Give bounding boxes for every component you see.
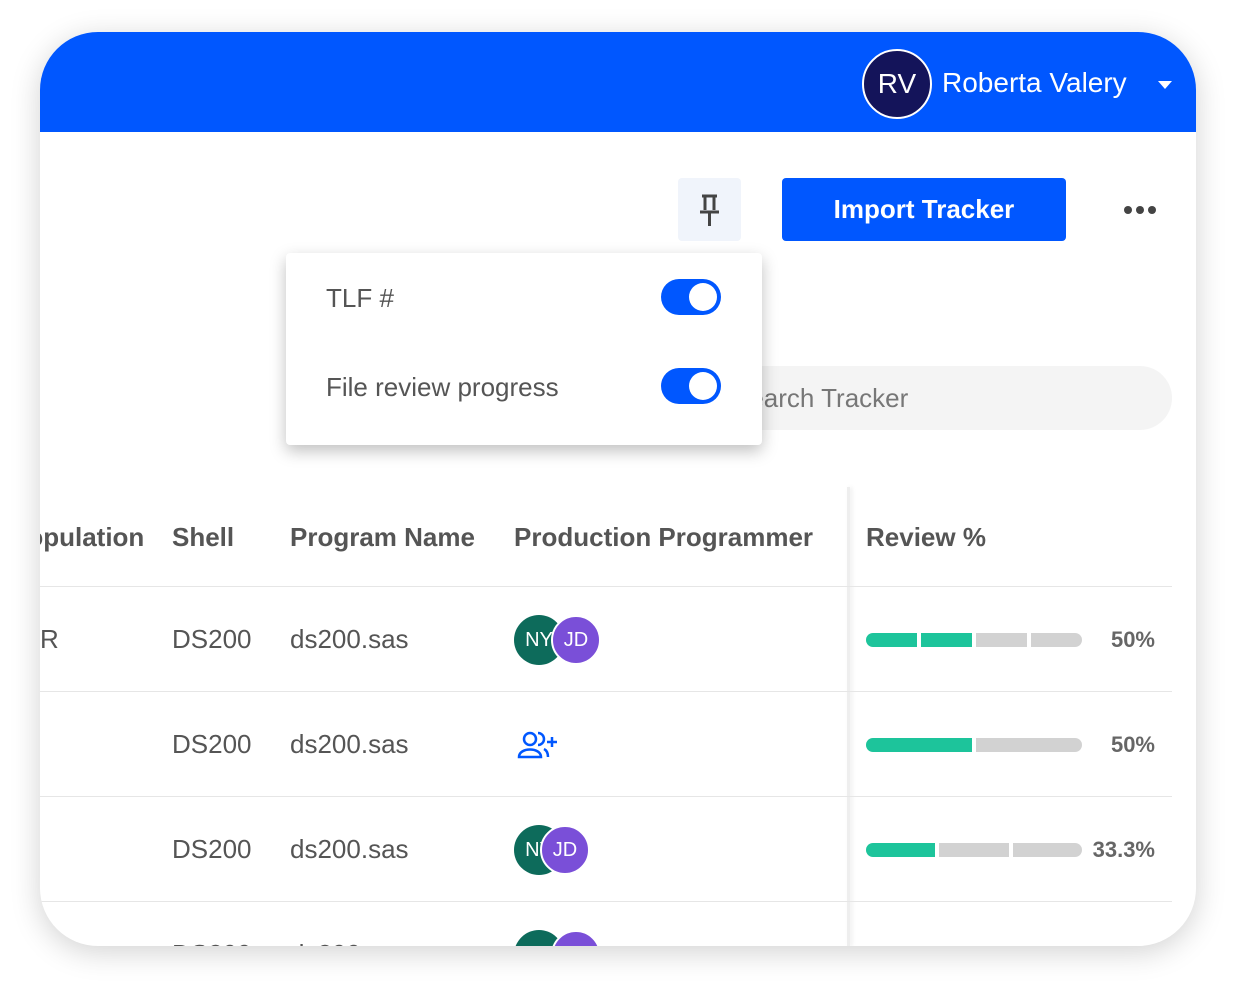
cell: DS200 (172, 834, 252, 864)
cell: ds200.sas (290, 624, 409, 654)
progress-segment (866, 738, 972, 752)
progress-segment (1012, 843, 1082, 857)
cell: R (40, 624, 59, 654)
user-name[interactable]: Roberta Valery (942, 67, 1127, 98)
progress-segment (1031, 633, 1082, 647)
progress-segment (866, 843, 936, 857)
dropdown-caret[interactable] (1158, 81, 1172, 90)
cell: DS200 (172, 729, 252, 759)
app-window: RV Roberta Valery Import Tracker Search … (40, 32, 1196, 946)
review-percent: 33.3% (1092, 837, 1155, 862)
cell: DS200 (172, 939, 252, 946)
column-header: Shell (172, 522, 235, 552)
progress-segment (921, 633, 972, 647)
menu-option: File review progress (326, 372, 559, 402)
row-separator (40, 901, 1172, 902)
programmer-avatar[interactable]: JD (551, 615, 601, 665)
column-header: Program Name (290, 522, 475, 552)
add-user-icon (517, 731, 557, 759)
top-bar: RV Roberta Valery (40, 32, 1196, 132)
progress-segment (976, 633, 1027, 647)
column-header: Production Programmer (514, 522, 814, 552)
progress-segment (866, 633, 917, 647)
column-header: Population (40, 522, 145, 552)
import-button[interactable]: Import Tracker (782, 178, 1066, 241)
programmer-avatar[interactable]: JD (540, 825, 590, 875)
progress-segment (976, 738, 1082, 752)
column-menu: TLF # File review progress (286, 253, 762, 445)
row-separator (40, 796, 1172, 797)
toggle[interactable] (661, 279, 721, 315)
row-separator (40, 586, 1172, 587)
review-percent: 50% (1110, 627, 1155, 652)
pin-button[interactable] (678, 178, 741, 241)
user-avatar[interactable]: RV (862, 49, 932, 119)
cell: ds200.sas (290, 729, 409, 759)
column-divider (847, 487, 850, 946)
more-menu[interactable] (1120, 200, 1160, 220)
programmer-avatar[interactable]: NY (514, 930, 564, 946)
programmer-avatar[interactable]: JD (551, 930, 601, 946)
progress-segment (939, 843, 1009, 857)
cell: ds200.sas (290, 834, 409, 864)
cell: DS200 (172, 624, 252, 654)
cell: ds200.sas (290, 939, 409, 946)
review-percent: 50% (1110, 732, 1155, 757)
search-field[interactable]: Search Tracker (690, 366, 1172, 430)
column-header: Review % (866, 522, 986, 552)
row-separator (40, 691, 1172, 692)
assign-icon[interactable] (516, 729, 560, 766)
pin-icon (700, 194, 719, 226)
menu-option: TLF # (326, 283, 394, 313)
toggle[interactable] (661, 368, 721, 404)
